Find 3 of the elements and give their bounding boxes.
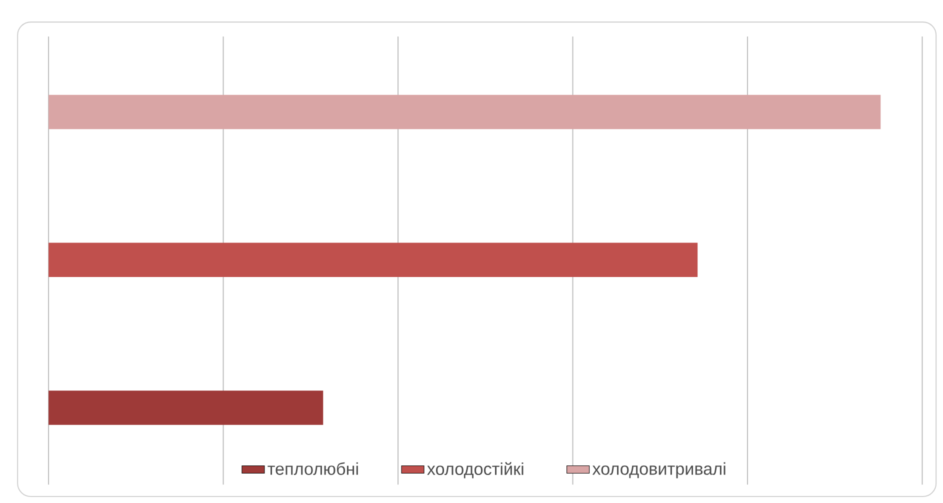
legend-label: холодовитривалі <box>592 462 726 478</box>
legend-label: холодостійкі <box>427 462 524 478</box>
legend-label: теплолюбні <box>268 462 358 475</box>
